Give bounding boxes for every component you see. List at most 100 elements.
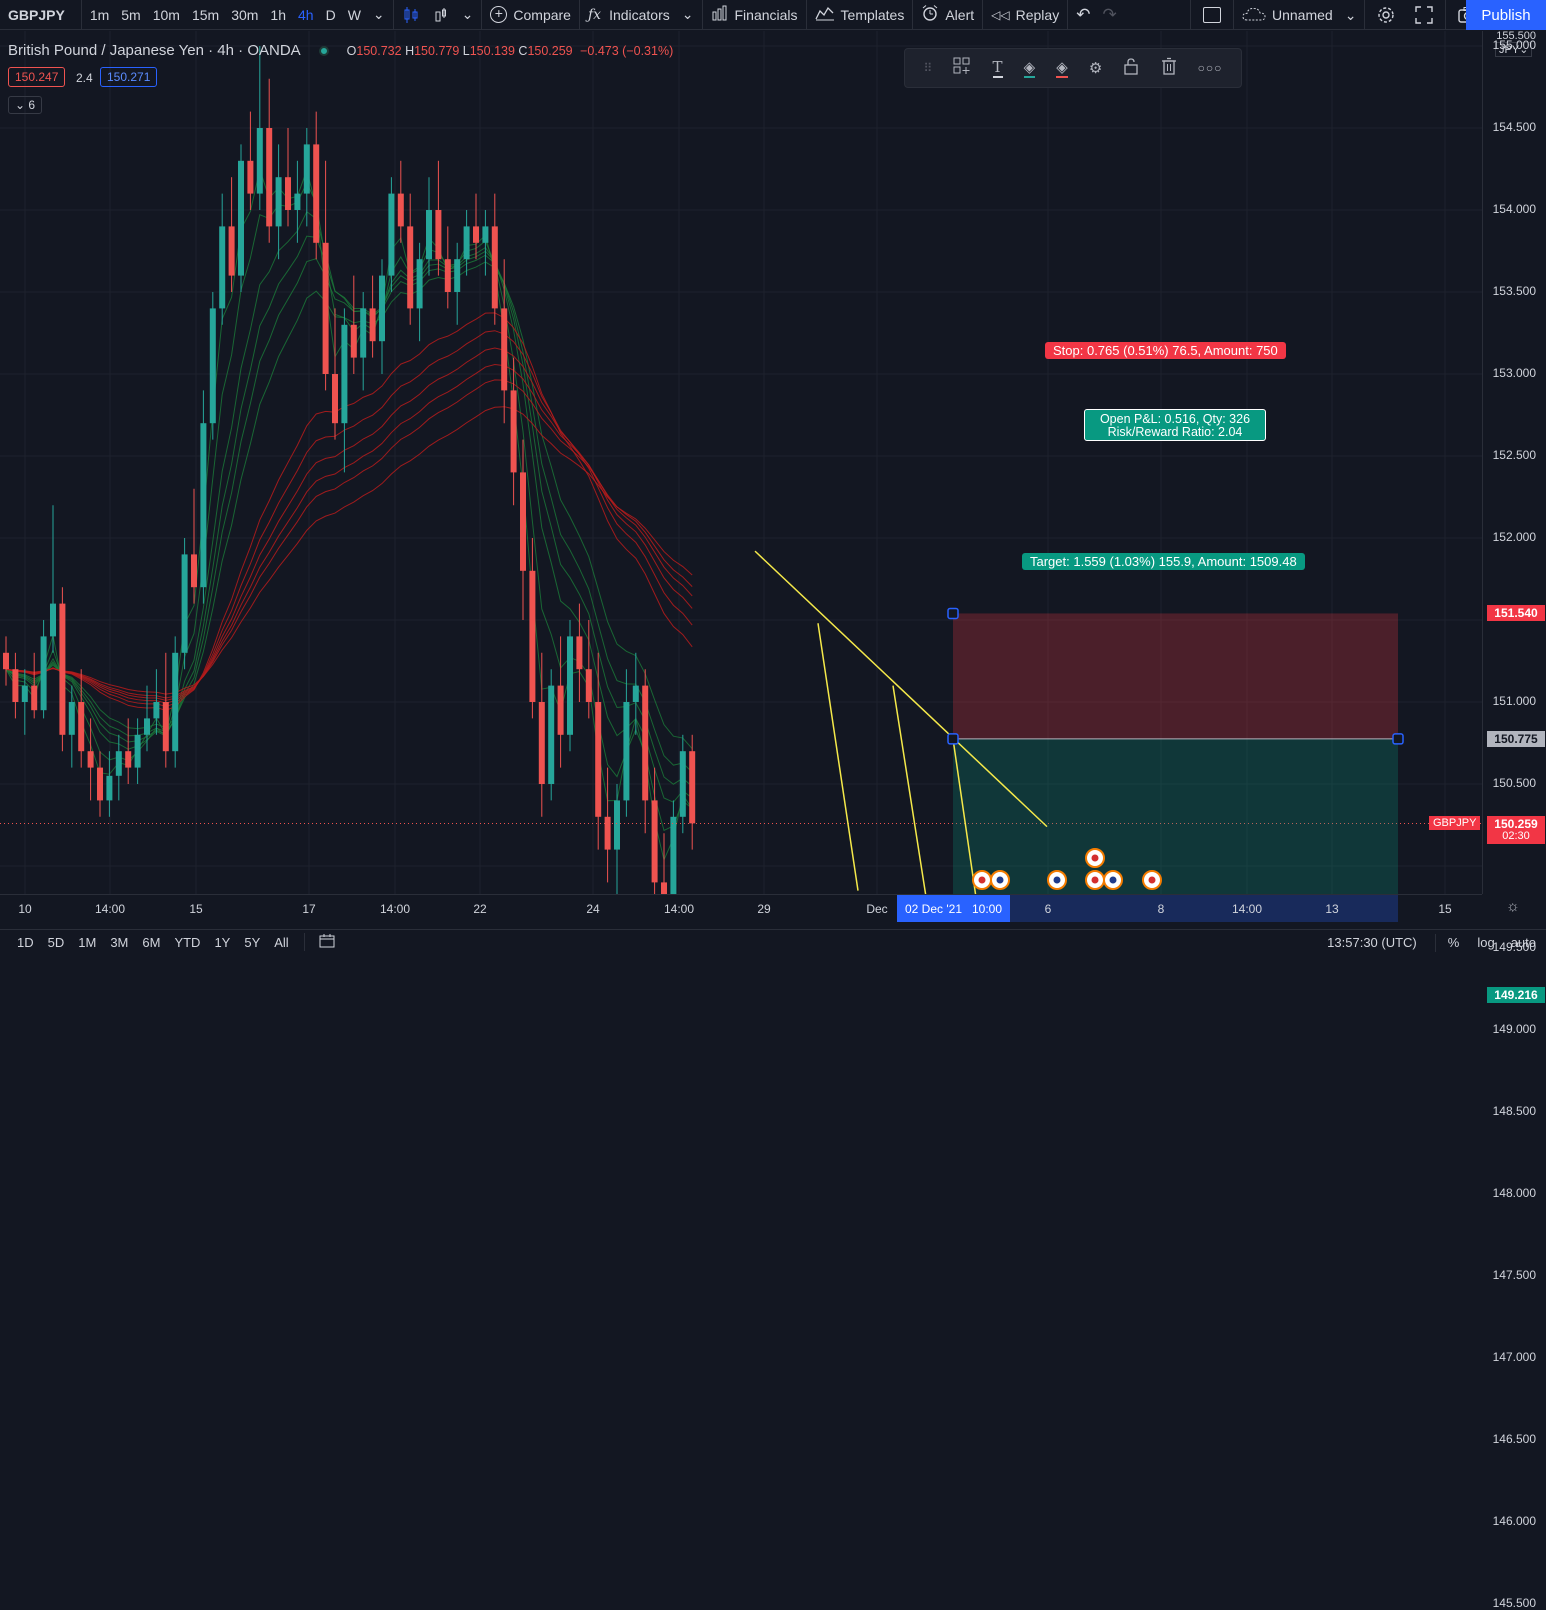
ema-ribbon-line xyxy=(5,406,693,695)
indicators-button[interactable]: ƒx Indicators xyxy=(582,0,676,30)
indicators-collapse-button[interactable]: ⌄ 6 xyxy=(8,96,43,114)
settings-gear-icon[interactable] xyxy=(1367,0,1405,30)
interval-10m[interactable]: 10m xyxy=(152,6,180,23)
more-options-icon[interactable]: ○○○ xyxy=(1197,61,1223,75)
range-3m[interactable]: 3M xyxy=(110,934,129,950)
percent-scale-toggle[interactable]: % xyxy=(1447,935,1460,950)
trash-icon[interactable] xyxy=(1161,57,1177,79)
templates-button[interactable]: Templates xyxy=(809,0,911,30)
candle-body xyxy=(200,423,207,588)
text-color-icon[interactable]: T xyxy=(992,58,1003,78)
price-tick-label: 149.500 xyxy=(1492,940,1536,954)
log-scale-toggle[interactable]: log xyxy=(1477,935,1495,950)
symbol-description[interactable]: British Pound / Japanese Yen · 4h · OAND… xyxy=(8,42,301,59)
redo-icon[interactable]: ↷ xyxy=(1102,4,1117,24)
symbol-search-button[interactable]: GBPJPY xyxy=(8,6,65,23)
candle-body xyxy=(585,669,592,702)
chart-type-dropdown-icon[interactable]: ⌄ xyxy=(461,6,474,22)
fullscreen-icon[interactable] xyxy=(1405,0,1443,30)
ask-price-button[interactable]: 150.271 xyxy=(100,67,158,87)
price-scale[interactable]: 155.500 JPY⌄ 155.000 154.500 154.000 153.50… xyxy=(1482,30,1546,1610)
line-color-icon[interactable]: ◈ xyxy=(1056,59,1068,78)
toolbar-divider xyxy=(701,0,703,30)
interval-5m[interactable]: 5m xyxy=(121,6,141,23)
interval-group: 1m 5m 10m 15m 30m 1h 4h D W xyxy=(84,0,367,30)
goto-date-icon[interactable] xyxy=(313,933,341,951)
range-1d[interactable]: 1D xyxy=(17,934,34,950)
layout-select-icon[interactable] xyxy=(1193,0,1231,30)
publish-button[interactable]: Publish xyxy=(1466,0,1546,30)
price-chart[interactable] xyxy=(0,31,1482,894)
interval-4h[interactable]: 4h xyxy=(298,6,314,23)
layout-name-label: Unnamed xyxy=(1272,7,1333,23)
range-5y[interactable]: 5Y xyxy=(244,934,261,950)
templates-grid-icon[interactable] xyxy=(953,57,971,79)
time-scale[interactable]: 10 14:00 15 17 14:00 22 24 14:00 29 Dec 6 8 14:00 13 1… xyxy=(0,894,1482,922)
indicators-dropdown-icon[interactable]: ⌄ xyxy=(681,6,694,22)
event-flag-dot xyxy=(996,876,1004,884)
time-tick-label: 15 xyxy=(1438,902,1452,916)
layout-name-button[interactable]: Unnamed xyxy=(1236,0,1339,30)
candle-body xyxy=(473,226,479,243)
open-pnl-label[interactable]: Open P&L: 0.516, Qty: 326 Risk/Reward Ra… xyxy=(1084,409,1266,441)
layout-dropdown-icon[interactable]: ⌄ xyxy=(1344,6,1357,23)
auto-scale-toggle[interactable]: auto xyxy=(1510,935,1536,950)
utc-clock[interactable]: 13:57:30 (UTC) xyxy=(1327,935,1417,950)
candles-chart-type-icon[interactable] xyxy=(396,0,426,30)
candle-body xyxy=(379,275,385,342)
interval-1h[interactable]: 1h xyxy=(270,6,286,23)
interval-15m[interactable]: 15m xyxy=(191,6,220,23)
target-label[interactable]: Target: 1.559 (1.03%) 155.9, Amount: 150… xyxy=(1022,553,1305,570)
candle-body xyxy=(369,308,376,342)
range-1m[interactable]: 1M xyxy=(78,934,97,950)
compare-button[interactable]: + Compare xyxy=(484,0,577,30)
position-resize-handle[interactable] xyxy=(947,607,959,620)
lock-icon[interactable] xyxy=(1123,57,1139,79)
fill-color-icon[interactable]: ◈ xyxy=(1023,59,1036,78)
candle-body xyxy=(181,554,188,653)
undo-icon[interactable]: ↶ xyxy=(1076,4,1091,24)
scale-settings-icon[interactable]: ☼ xyxy=(1506,898,1520,915)
position-resize-handle[interactable] xyxy=(947,733,959,745)
risk-reward-text: Risk/Reward Ratio: 2.04 xyxy=(1107,425,1243,439)
candle-body xyxy=(125,751,132,768)
date-range-group: 1D 5D 1M 3M 6M YTD 1Y 5Y All xyxy=(0,935,296,950)
range-ytd[interactable]: YTD xyxy=(174,934,201,950)
range-6m[interactable]: 6M xyxy=(142,934,161,950)
alert-label: Alert xyxy=(945,6,975,23)
target-price-tag: 149.216 xyxy=(1487,986,1545,1003)
toolbar-divider xyxy=(805,0,807,30)
bid-price-button[interactable]: 150.247 xyxy=(8,67,66,87)
range-all[interactable]: All xyxy=(274,934,289,950)
trendline xyxy=(892,685,927,894)
time-tick-label: 22 xyxy=(473,902,487,916)
toolbar-divider xyxy=(303,933,305,951)
candle-body xyxy=(172,652,179,752)
candle-body xyxy=(285,177,291,210)
interval-30m[interactable]: 30m xyxy=(231,6,259,23)
cloud-icon xyxy=(1242,7,1266,24)
position-resize-handle[interactable] xyxy=(1392,733,1404,745)
bar-chart-type-icon[interactable] xyxy=(426,0,456,30)
time-tick-label: 13 xyxy=(1325,902,1339,916)
price-top-label: 155.500 xyxy=(1496,30,1536,42)
financials-button[interactable]: Financials xyxy=(705,0,804,30)
time-tick-label: 24 xyxy=(586,902,600,916)
alert-button[interactable]: Alert xyxy=(915,0,980,30)
interval-dropdown-icon[interactable]: ⌄ xyxy=(372,6,385,22)
range-5d[interactable]: 5D xyxy=(47,934,65,950)
drawing-settings-icon[interactable]: ⚙ xyxy=(1088,60,1103,77)
currency-selector[interactable]: JPY⌄ xyxy=(1495,42,1533,57)
interval-1m[interactable]: 1m xyxy=(89,6,110,23)
candle-body xyxy=(256,128,263,194)
toolbar-divider xyxy=(1233,0,1234,30)
replay-button[interactable]: ◁◁ Replay xyxy=(985,0,1065,30)
drag-handle-icon[interactable]: ⠿ xyxy=(923,61,933,75)
candle-body xyxy=(12,669,19,702)
interval-W[interactable]: W xyxy=(347,6,361,23)
range-1y[interactable]: 1Y xyxy=(214,934,231,950)
stop-loss-label[interactable]: Stop: 0.765 (0.51%) 76.5, Amount: 750 xyxy=(1045,342,1286,359)
candle-body xyxy=(407,226,414,309)
chart-pane[interactable] xyxy=(0,31,1482,894)
interval-D[interactable]: D xyxy=(325,6,336,23)
